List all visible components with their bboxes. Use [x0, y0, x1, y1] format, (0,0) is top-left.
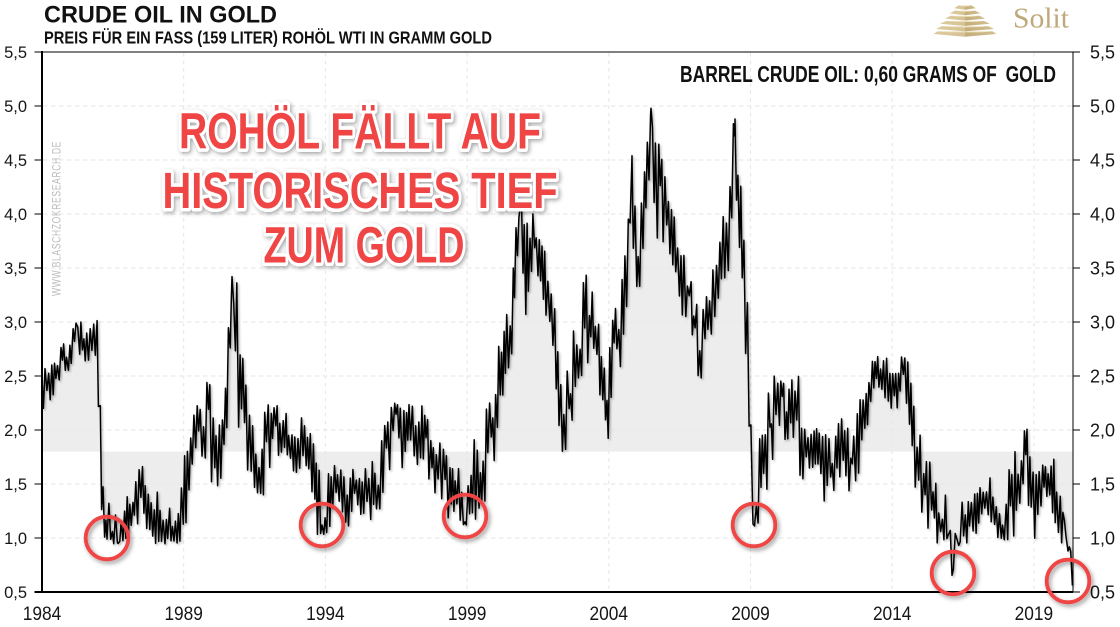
svg-text:2,5: 2,5 — [4, 368, 27, 386]
svg-text:1,0: 1,0 — [1090, 529, 1115, 549]
svg-text:0,5: 0,5 — [4, 584, 27, 602]
svg-text:2,0: 2,0 — [4, 422, 27, 440]
svg-text:3,5: 3,5 — [4, 260, 27, 278]
svg-text:2009: 2009 — [731, 604, 770, 622]
svg-text:3,0: 3,0 — [1090, 313, 1115, 333]
svg-text:0,5: 0,5 — [1090, 583, 1115, 603]
svg-text:4,5: 4,5 — [4, 152, 27, 170]
svg-text:WWW.BLASCHZOKRESEARCH.DE: WWW.BLASCHZOKRESEARCH.DE — [52, 141, 64, 296]
svg-text:BARREL CRUDE OIL: 0,60 GRAMS O: BARREL CRUDE OIL: 0,60 GRAMS OF GOLD — [680, 61, 1056, 87]
svg-text:1989: 1989 — [164, 604, 203, 622]
svg-text:1984: 1984 — [23, 604, 62, 622]
svg-text:1,5: 1,5 — [1090, 475, 1115, 495]
svg-text:ROHÖL FÄLLT AUF: ROHÖL FÄLLT AUF — [179, 103, 541, 160]
svg-text:4,0: 4,0 — [4, 206, 27, 224]
svg-text:HISTORISCHES TIEF: HISTORISCHES TIEF — [163, 162, 558, 219]
svg-text:1994: 1994 — [306, 604, 345, 622]
svg-text:4,0: 4,0 — [1090, 205, 1115, 225]
svg-text:5,0: 5,0 — [1090, 97, 1115, 117]
svg-text:1,0: 1,0 — [4, 530, 27, 548]
svg-text:PREIS FÜR EIN FASS (159 LITER): PREIS FÜR EIN FASS (159 LITER) ROHÖL WTI… — [44, 28, 492, 48]
svg-text:ZUM GOLD: ZUM GOLD — [264, 217, 465, 274]
svg-text:3,5: 3,5 — [1090, 259, 1115, 279]
svg-text:CRUDE OIL IN GOLD: CRUDE OIL IN GOLD — [44, 2, 277, 29]
svg-text:2019: 2019 — [1015, 604, 1054, 622]
svg-text:3,0: 3,0 — [4, 314, 27, 332]
svg-text:1,5: 1,5 — [4, 476, 27, 494]
svg-text:5,5: 5,5 — [1090, 43, 1115, 63]
svg-text:2,0: 2,0 — [1090, 421, 1115, 441]
svg-text:2014: 2014 — [873, 604, 912, 622]
svg-text:5,0: 5,0 — [4, 98, 27, 116]
svg-text:2004: 2004 — [590, 604, 629, 622]
svg-text:Solit: Solit — [1013, 4, 1069, 35]
svg-text:1999: 1999 — [448, 604, 487, 622]
svg-text:5,5: 5,5 — [4, 44, 27, 62]
svg-text:2,5: 2,5 — [1090, 367, 1115, 387]
svg-text:4,5: 4,5 — [1090, 151, 1115, 171]
